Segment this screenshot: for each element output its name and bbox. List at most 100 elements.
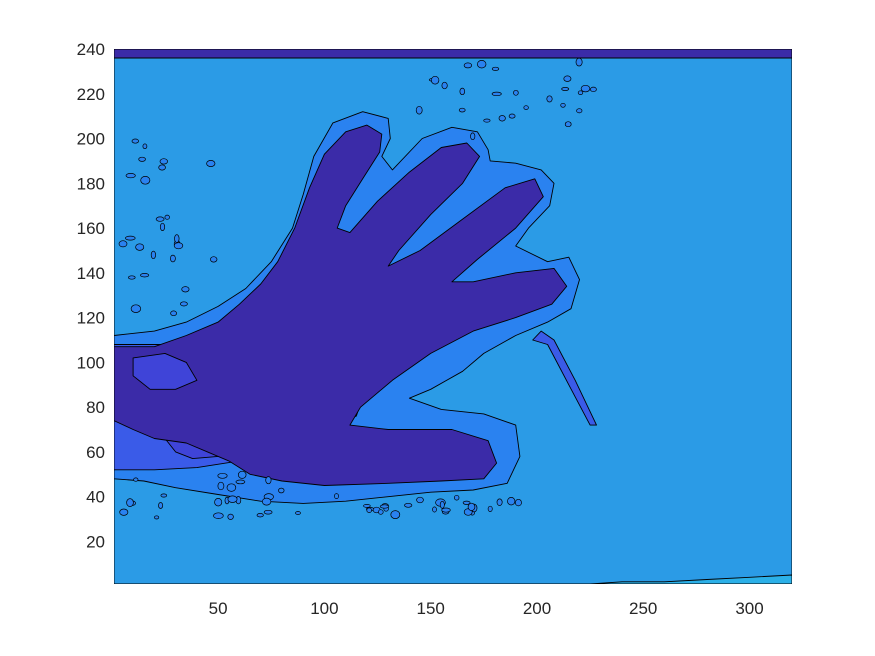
contour-speckle: [174, 234, 180, 243]
x-tick-label: 250: [629, 599, 657, 618]
contour-speckle: [261, 497, 272, 506]
contour-speckle: [513, 89, 519, 96]
contour-speckle: [564, 121, 572, 128]
contour-speckle: [483, 118, 491, 123]
contour-speckle: [576, 108, 583, 114]
contour-speckle: [378, 509, 384, 515]
contour-speckle: [213, 512, 224, 519]
contour-speckle: [142, 143, 148, 150]
x-tick-label: 200: [523, 599, 551, 618]
contour-speckle: [379, 504, 390, 509]
x-tick-label: 100: [310, 599, 338, 618]
x-tick-label: 150: [417, 599, 445, 618]
contour-speckle: [158, 502, 164, 509]
y-axis: 20 40 60 80 100 120 140 160 180 200 220 240: [77, 40, 105, 552]
contour-speckle: [217, 481, 225, 491]
contour-speckle: [155, 216, 165, 222]
contour-speckle: [135, 243, 145, 251]
contour-speckle: [125, 173, 136, 179]
contour-speckle: [126, 498, 134, 507]
contour-speckle: [577, 90, 584, 95]
plot-area: [114, 49, 792, 584]
contour-speckle: [439, 500, 445, 509]
y-tick-label: 140: [77, 264, 105, 283]
contour-speckle: [463, 62, 473, 69]
contour-speckle: [441, 81, 448, 90]
y-tick-label: 80: [86, 398, 105, 417]
contour-region-hand-core: [114, 124, 568, 486]
contour-speckle: [363, 504, 371, 508]
contour-speckle: [496, 498, 503, 506]
contour-speckle: [265, 476, 272, 485]
contour-region-top-band: [114, 49, 792, 59]
contour-speckle: [508, 113, 516, 119]
contour-speckle: [523, 105, 529, 110]
contour-speckle: [334, 493, 339, 499]
contour-speckle: [487, 505, 493, 512]
contour-speckle: [210, 256, 218, 263]
x-tick-label: 300: [735, 599, 763, 618]
contour-speckle: [237, 470, 247, 479]
contour-speckle: [158, 164, 166, 171]
contour-speckle: [173, 242, 184, 250]
contour-speckle: [235, 479, 246, 485]
contour-speckle: [491, 91, 502, 97]
contour-speckle: [118, 240, 128, 248]
contour-speckle: [416, 496, 424, 504]
contour-fill-layer: [114, 49, 792, 584]
contour-speckle: [514, 498, 522, 507]
contour-speckle: [130, 304, 142, 313]
contour-speckle: [119, 508, 129, 516]
contour-speckle: [140, 273, 150, 278]
contour-speckle: [491, 66, 500, 71]
contour-region-lower-right-patch: [579, 574, 792, 584]
y-tick-label: 200: [77, 130, 105, 149]
contour-speckle: [507, 497, 516, 506]
contour-speckle: [430, 75, 440, 85]
contour-speckle: [560, 102, 566, 108]
contour-speckle: [217, 472, 228, 479]
y-tick-label: 220: [77, 85, 105, 104]
contour-speckle: [470, 132, 476, 141]
contour-speckle: [278, 487, 285, 494]
contour-speckle: [580, 84, 591, 93]
contour-speckle: [140, 176, 151, 185]
contour-speckle: [366, 507, 372, 513]
x-tick-label: 50: [209, 599, 228, 618]
contour-speckle: [498, 115, 506, 122]
y-tick-label: 60: [86, 443, 105, 462]
contour-speckle: [214, 498, 223, 507]
contour-speckle: [128, 275, 136, 280]
contour-speckle: [432, 506, 437, 513]
contour-speckle: [226, 483, 237, 492]
contour-speckle: [170, 310, 177, 317]
y-tick-label: 100: [77, 353, 105, 372]
contour-speckle: [131, 138, 139, 144]
contour-speckle: [575, 57, 583, 67]
contour-speckle: [462, 500, 471, 505]
contour-speckle: [256, 513, 264, 518]
y-tick-label: 240: [77, 40, 105, 59]
y-tick-label: 120: [77, 309, 105, 328]
contour-speckle: [404, 502, 413, 508]
contour-speckle: [590, 86, 597, 93]
contour-speckle: [160, 493, 168, 498]
contour-speckle: [159, 222, 166, 231]
contour-speckle: [159, 158, 168, 165]
contour-speckle: [154, 515, 160, 520]
contour-region-streak-right: [532, 330, 597, 426]
contour-speckle: [125, 235, 136, 241]
contour-speckle: [164, 214, 170, 220]
y-tick-label: 40: [86, 488, 105, 507]
contour-speckle: [454, 494, 460, 501]
contour-speckle: [181, 286, 190, 293]
contour-noise-layer: [118, 57, 597, 520]
contour-speckle: [546, 95, 553, 103]
contour-speckle: [150, 250, 156, 260]
contour-speckle: [133, 477, 139, 482]
contour-speckle: [263, 509, 273, 515]
contour-speckle: [390, 510, 401, 519]
contour-speckle: [227, 495, 238, 503]
contour-speckle: [561, 87, 570, 91]
